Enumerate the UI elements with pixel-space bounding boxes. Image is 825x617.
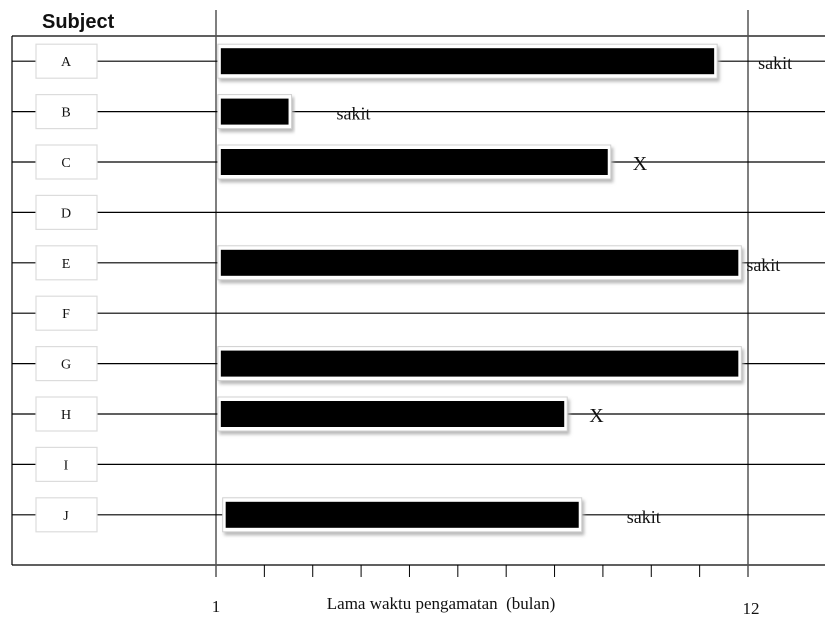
observation-bar xyxy=(220,98,289,125)
subject-label: I xyxy=(64,458,69,473)
bar-annotation: X xyxy=(589,405,604,427)
bar-annotation: X xyxy=(633,153,648,175)
observation-bar xyxy=(225,501,579,528)
chart-title: Subject xyxy=(42,11,115,33)
x-tick-label-end: 12 xyxy=(743,599,760,617)
subject-label: G xyxy=(61,358,71,373)
subject-label: B xyxy=(61,106,70,121)
bar-annotation: sakit xyxy=(627,507,661,527)
subject-row: D xyxy=(12,194,825,230)
subject-label: E xyxy=(62,257,71,272)
bar-annotation: sakit xyxy=(337,104,371,124)
subject-label: A xyxy=(61,55,72,70)
subject-row: I xyxy=(12,446,825,482)
subject-label-box xyxy=(35,194,98,230)
observation-bar xyxy=(220,350,739,377)
subject-row: G xyxy=(12,346,825,382)
subject-label: F xyxy=(62,307,70,322)
subject-row: F xyxy=(12,295,825,331)
subject-label-box xyxy=(35,295,98,331)
subject-label: D xyxy=(61,206,71,221)
subject-label: H xyxy=(61,408,71,423)
observation-bar xyxy=(220,249,739,276)
subject-label-box xyxy=(35,93,98,130)
x-axis-ticks xyxy=(263,565,701,577)
bar-annotation: sakit xyxy=(758,53,792,73)
subject-label-box xyxy=(35,497,98,533)
subject-label: C xyxy=(61,156,70,171)
subject-label-box xyxy=(35,346,98,382)
subject-label-box xyxy=(35,396,98,432)
subject-label-box xyxy=(35,245,98,281)
x-axis-label: Lama waktu pengamatan (bulan) xyxy=(327,594,555,613)
subject-label: J xyxy=(63,509,69,524)
subject-label-box xyxy=(35,144,98,180)
x-tick-label-start: 1 xyxy=(212,597,221,616)
observation-bar xyxy=(220,48,715,75)
observation-bar xyxy=(220,401,565,427)
observation-bar xyxy=(220,149,608,175)
subject-label-box xyxy=(35,43,98,79)
bar-annotation: sakit xyxy=(746,255,780,275)
subject-label-box xyxy=(35,446,98,482)
